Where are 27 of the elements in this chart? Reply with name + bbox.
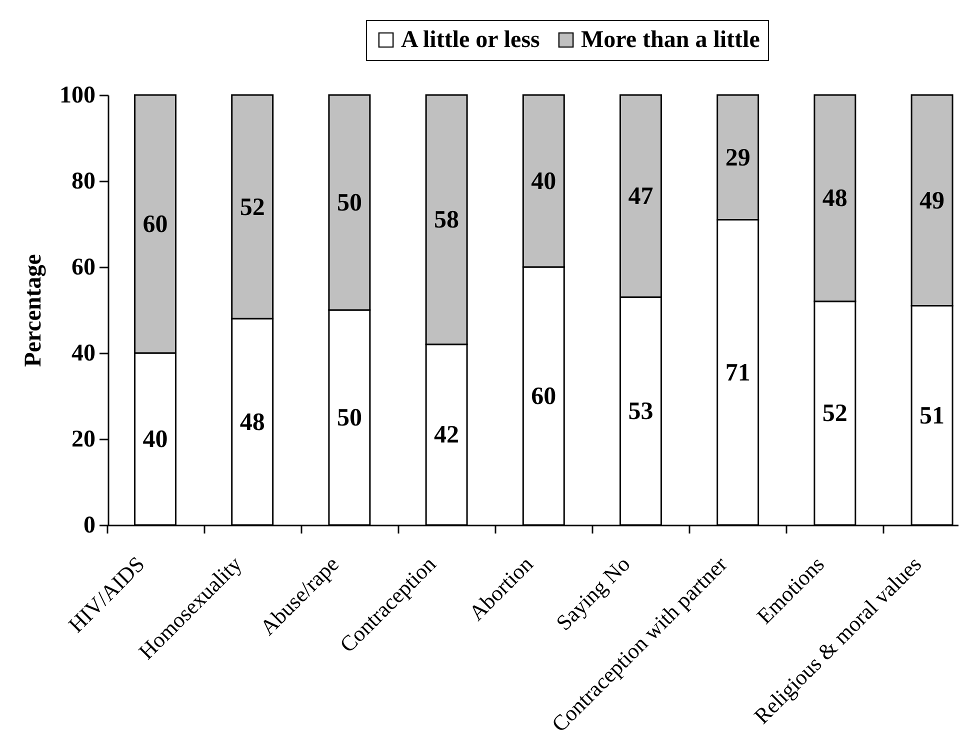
data-label: 71: [725, 359, 750, 386]
y-tick-label: 100: [60, 82, 96, 108]
data-label: 40: [142, 426, 168, 453]
data-label: 29: [725, 144, 750, 172]
y-tick-label: 40: [72, 340, 96, 366]
legend-label: A little or less: [401, 27, 540, 53]
data-label: 48: [240, 408, 265, 436]
y-axis-title: Percentage: [20, 254, 46, 367]
data-label: 49: [920, 187, 945, 214]
y-tick-label: 0: [84, 512, 96, 538]
data-label: 42: [434, 422, 460, 449]
data-label: 52: [240, 194, 265, 221]
data-label: 50: [336, 404, 362, 432]
data-label: 60: [531, 383, 556, 410]
data-label: 58: [434, 206, 460, 234]
data-label: 50: [336, 190, 362, 216]
data-label: 52: [822, 400, 848, 428]
data-label: 53: [628, 398, 654, 426]
y-tick-label: 20: [72, 426, 96, 452]
y-tick-label: 60: [72, 254, 96, 280]
data-label: 60: [142, 211, 168, 238]
y-tick-label: 80: [72, 168, 96, 194]
data-label: 51: [920, 402, 945, 430]
data-label: 47: [628, 183, 654, 210]
data-label: 48: [822, 185, 848, 212]
legend-label: More than a little: [581, 27, 760, 53]
data-label: 40: [531, 168, 556, 195]
